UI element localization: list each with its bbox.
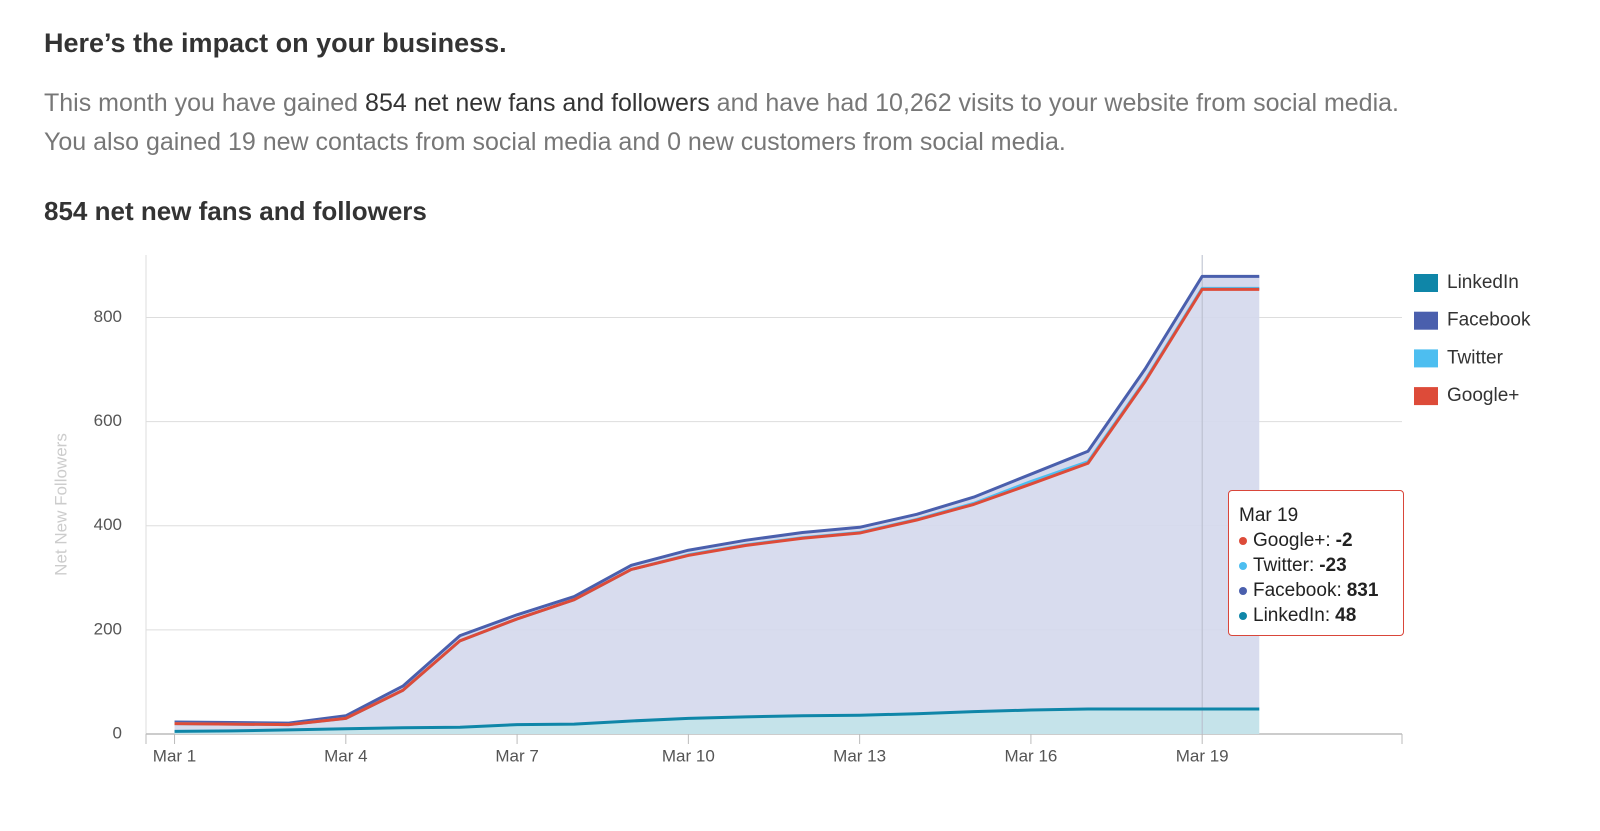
legend-label: Google+ [1447, 385, 1519, 406]
chart-title: 854 net new fans and followers [44, 196, 427, 226]
tooltip-value: -23 [1319, 555, 1347, 576]
heading: Here’s the impact on your business. [44, 28, 507, 58]
x-tick-label: Mar 10 [662, 746, 715, 765]
intro-text: This month you have gained 854 net new f… [44, 84, 1404, 162]
tooltip-dot [1239, 561, 1247, 570]
tooltip-dot [1239, 611, 1247, 620]
tooltip-value: 48 [1335, 605, 1357, 626]
x-tick-label: Mar 19 [1176, 746, 1229, 765]
tooltip-series: Google+ [1253, 530, 1331, 551]
y-tick-label: 400 [94, 515, 122, 534]
x-tick-label: Mar 13 [833, 746, 886, 765]
tooltip-row: Twitter-23 [1239, 553, 1393, 578]
tooltip-value: 831 [1346, 580, 1379, 601]
legend-label: Facebook [1447, 310, 1531, 331]
y-tick-label: 600 [94, 411, 122, 430]
tooltip-dot [1239, 586, 1247, 595]
text: and have had 10,262 visits to your websi… [44, 89, 1399, 156]
x-tick-label: Mar 16 [1004, 746, 1057, 765]
y-tick-label: 0 [113, 723, 122, 742]
legend-swatch [1414, 387, 1438, 406]
area-fill [174, 276, 1260, 732]
tooltip-dot [1239, 536, 1247, 545]
legend-swatch [1414, 349, 1438, 368]
x-tick-label: Mar 1 [153, 746, 196, 765]
legend-swatch [1414, 311, 1438, 330]
tooltip-row: LinkedIn48 [1239, 603, 1393, 628]
tooltip-series: LinkedIn [1253, 605, 1330, 626]
tooltip-title: Mar 19 [1239, 505, 1299, 526]
tooltip-row: Google+-2 [1239, 528, 1393, 553]
series-line [174, 287, 1260, 727]
series-line [174, 707, 1260, 733]
legend-label: LinkedIn [1447, 272, 1519, 293]
x-tick-label: Mar 4 [324, 746, 367, 765]
tooltip-value: -2 [1335, 530, 1353, 551]
tooltip-series: Twitter [1253, 555, 1314, 576]
legend-swatch [1414, 274, 1438, 292]
y-tick-label: 800 [94, 307, 122, 326]
tooltip-series: Facebook [1253, 580, 1342, 601]
legend-label: Twitter [1447, 347, 1504, 368]
x-tick-label: Mar 7 [495, 746, 538, 765]
y-tick-label: 200 [94, 619, 122, 638]
text-bold: 854 net new fans and followers [365, 89, 710, 117]
tooltip-row: Facebook831 [1239, 578, 1393, 603]
tooltip: Mar 19Google+-2Twitter-23Facebook831Link… [1228, 490, 1404, 636]
y-axis-label: Net New Followers [51, 433, 70, 576]
text: This month you have gained [44, 89, 366, 117]
series-line [174, 274, 1260, 725]
